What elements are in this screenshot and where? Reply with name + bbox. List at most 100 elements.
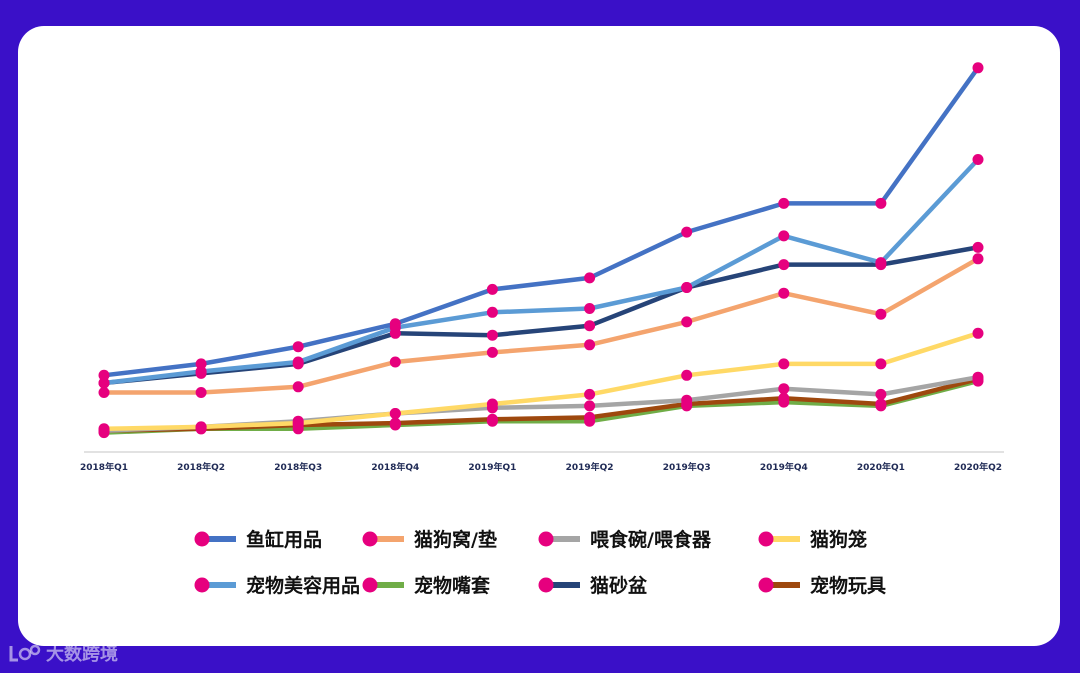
x-tick-label: 2018年Q4 xyxy=(371,461,419,473)
data-point-4-7 xyxy=(778,230,790,242)
data-point-1-8 xyxy=(875,308,887,320)
data-point-0-8 xyxy=(875,197,887,209)
x-tick-label: 2020年Q2 xyxy=(954,461,1002,473)
legend-label: 喂食碗/喂食器 xyxy=(590,528,712,551)
legend-label: 猫狗笼 xyxy=(810,528,867,551)
legend-item-4[interactable]: 宠物美容用品 xyxy=(194,574,361,597)
x-tick-label: 2020年Q1 xyxy=(857,461,905,473)
data-point-1-6 xyxy=(681,316,693,328)
data-point-0-7 xyxy=(778,197,790,209)
legend-label: 宠物玩具 xyxy=(810,574,886,597)
data-point-1-7 xyxy=(778,287,790,299)
data-point-3-1 xyxy=(195,421,207,433)
data-point-2-5 xyxy=(584,400,596,412)
data-point-4-2 xyxy=(292,356,304,368)
x-tick-label: 2019年Q2 xyxy=(566,461,614,473)
x-tick-labels: 2018年Q1 2018年Q2 2018年Q3 2018年Q4 2019年Q1 2019年… xyxy=(80,461,1002,473)
data-point-1-3 xyxy=(389,356,401,368)
x-tick-label: 2018年Q3 xyxy=(274,461,322,473)
legend-item-7[interactable]: 宠物玩具 xyxy=(758,574,887,597)
data-point-3-0 xyxy=(98,423,110,435)
data-point-0-0 xyxy=(98,369,110,381)
legend-marker xyxy=(758,577,774,593)
data-point-0-5 xyxy=(584,272,596,284)
data-point-1-4 xyxy=(486,346,498,358)
data-point-7-8 xyxy=(875,398,887,410)
data-point-4-5 xyxy=(584,303,596,314)
data-point-4-8 xyxy=(875,257,887,269)
data-point-4-4 xyxy=(486,306,498,318)
data-point-0-4 xyxy=(486,283,498,295)
legend-label: 宠物嘴套 xyxy=(414,574,491,597)
legend-marker xyxy=(362,531,378,547)
chart-card: 2018年Q1 2018年Q2 2018年Q3 2018年Q4 2019年Q1 2019年… xyxy=(18,26,1060,646)
data-point-0-9 xyxy=(972,62,984,74)
legend-item-5[interactable]: 宠物嘴套 xyxy=(362,574,492,597)
data-point-6-7 xyxy=(778,259,790,271)
data-point-1-2 xyxy=(292,381,304,393)
legend-label: 鱼缸用品 xyxy=(246,528,322,551)
legend-item-6[interactable]: 猫砂盆 xyxy=(538,574,649,597)
legend-item-2[interactable]: 喂食碗/喂食器 xyxy=(538,528,712,551)
data-point-4-0 xyxy=(98,377,110,389)
data-point-2-6 xyxy=(681,394,693,406)
data-point-3-7 xyxy=(778,358,790,370)
legend-item-0[interactable]: 鱼缸用品 xyxy=(194,528,323,551)
data-point-7-3 xyxy=(389,417,401,429)
data-point-4-6 xyxy=(681,282,693,293)
series-line-1 xyxy=(101,256,981,395)
data-point-0-1 xyxy=(195,358,207,370)
legend-marker xyxy=(758,531,774,547)
series-line-0 xyxy=(101,65,981,378)
data-point-3-6 xyxy=(681,369,693,381)
data-point-4-1 xyxy=(195,366,207,377)
x-tick-label: 2019年Q4 xyxy=(760,461,808,473)
data-point-2-8 xyxy=(875,388,887,400)
series-line-4 xyxy=(101,157,981,386)
data-point-3-4 xyxy=(486,398,498,410)
data-point-2-9 xyxy=(972,371,984,383)
data-point-0-6 xyxy=(681,226,693,238)
data-point-7-7 xyxy=(778,392,790,404)
legend-item-3[interactable]: 猫狗笼 xyxy=(758,528,868,551)
line-chart: 2018年Q1 2018年Q2 2018年Q3 2018年Q4 2019年Q1 2019年… xyxy=(80,62,1004,597)
legend-marker xyxy=(538,531,554,547)
data-point-3-3 xyxy=(389,408,401,419)
data-point-1-0 xyxy=(98,387,110,398)
data-point-1-5 xyxy=(584,339,596,351)
data-point-1-9 xyxy=(972,253,984,265)
data-point-2-7 xyxy=(778,383,790,395)
x-tick-label: 2019年Q3 xyxy=(663,461,711,473)
x-tick-label: 2018年Q2 xyxy=(177,461,225,473)
series-markers xyxy=(98,62,984,439)
data-point-3-9 xyxy=(972,327,984,339)
legend-label: 宠物美容用品 xyxy=(246,574,360,597)
data-point-7-4 xyxy=(486,413,498,425)
data-point-6-5 xyxy=(584,320,596,332)
data-point-1-1 xyxy=(195,387,207,398)
legend-marker xyxy=(194,531,210,547)
legend-marker xyxy=(362,577,378,593)
legend-label: 猫狗窝/垫 xyxy=(414,528,497,551)
brand-logo-icon xyxy=(9,644,41,662)
data-point-3-5 xyxy=(584,388,596,400)
data-point-0-2 xyxy=(292,341,304,353)
data-point-6-4 xyxy=(486,329,498,341)
x-tick-label: 2019年Q1 xyxy=(468,461,516,473)
watermark: 大数跨境 xyxy=(8,638,118,668)
legend-item-1[interactable]: 猫狗窝/垫 xyxy=(362,528,497,551)
legend-marker xyxy=(538,577,554,593)
data-point-3-2 xyxy=(292,417,304,429)
data-point-7-5 xyxy=(584,411,596,423)
legend-label: 猫砂盆 xyxy=(590,574,648,597)
series-lines xyxy=(101,65,981,435)
series-line-3 xyxy=(101,331,981,432)
data-point-6-9 xyxy=(972,241,984,253)
data-point-3-8 xyxy=(875,358,887,370)
legend-marker xyxy=(194,577,210,593)
x-tick-label: 2018年Q1 xyxy=(80,461,128,473)
data-point-0-3 xyxy=(389,318,401,330)
data-point-4-9 xyxy=(972,154,984,165)
watermark-text: 大数跨境 xyxy=(46,644,118,665)
